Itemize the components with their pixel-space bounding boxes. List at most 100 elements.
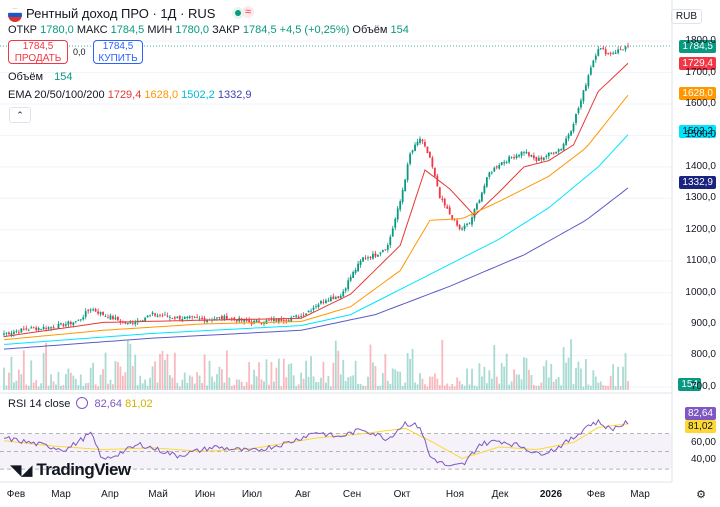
candle-body (396, 208, 399, 220)
time-tick-label: Ноя (445, 489, 465, 500)
candle-body (151, 312, 154, 315)
candle-body (263, 322, 265, 324)
sell-button[interactable]: 1784,5 ПРОДАТЬ (8, 40, 68, 64)
candle-body (419, 138, 421, 143)
volume-bar (250, 384, 253, 390)
time-tick-label: Дек (491, 489, 509, 500)
candle-body (372, 253, 374, 259)
volume-bar (77, 385, 80, 390)
currency-selector[interactable]: RUB (670, 9, 702, 24)
candle-body (468, 223, 471, 225)
settings-gear-icon[interactable]: ⚙ (696, 489, 706, 501)
volume-bar (329, 386, 332, 390)
refresh-icon[interactable] (76, 397, 89, 409)
candle-body (225, 315, 228, 320)
candle-body (27, 329, 30, 331)
ema-legend[interactable]: EMA 20/50/100/200 1729,4 1628,0 1502,2 1… (8, 89, 252, 101)
volume-bar (339, 374, 342, 390)
candle-body (602, 47, 605, 50)
candle-body (79, 319, 82, 321)
candle-body (513, 157, 515, 159)
candle-body (411, 150, 414, 153)
candle-body (498, 165, 501, 169)
buy-button[interactable]: 1784,5 КУПИТЬ (93, 40, 143, 64)
volume-bar (374, 366, 377, 390)
candle-body (223, 315, 226, 320)
volume-bar (481, 376, 483, 390)
volume-bar (528, 369, 530, 390)
volume-bar (520, 379, 523, 390)
candle-body (617, 49, 619, 53)
volume-bar (461, 384, 463, 390)
volume-bar (386, 380, 389, 390)
symbol-title[interactable]: Рентный доход ПРО · 1Д · RUS (26, 6, 216, 21)
volume-bar (567, 357, 570, 390)
volume-bar (282, 358, 285, 390)
candle-body (483, 185, 486, 194)
candle-body (485, 177, 488, 187)
collapse-legend-button[interactable]: ⌃ (9, 107, 31, 123)
volume-bar (550, 363, 553, 390)
volume-bar (287, 364, 290, 390)
candle-body (230, 318, 233, 319)
volume-bar (228, 377, 231, 390)
market-status-icon[interactable] (232, 7, 244, 19)
rsi-tick-label: 60,00 (690, 436, 716, 448)
volume-badge: 154 (678, 378, 701, 391)
rsi-legend[interactable]: RSI 14 close 82,64 81,02 (8, 397, 153, 410)
ema50-value: 1628,0 (144, 89, 179, 101)
rsi-tick-label: 40,00 (690, 454, 716, 466)
volume-bar (37, 386, 40, 390)
volume-bar (570, 339, 572, 390)
volume-bar (619, 386, 622, 390)
volume-bar (468, 384, 471, 390)
candle-body (391, 228, 394, 237)
time-tick-label: Июн (194, 489, 216, 500)
volume-bar (112, 384, 114, 390)
volume-bar (401, 385, 404, 390)
candle-body (25, 328, 28, 330)
candle-body (84, 311, 87, 317)
volume-bar (166, 354, 169, 390)
volume-bar (466, 368, 468, 390)
volume-bar (92, 362, 95, 390)
candle-body (421, 139, 424, 142)
candle-body (557, 149, 560, 152)
volume-bar (429, 376, 431, 390)
candle-body (280, 318, 283, 321)
candle-body (243, 319, 246, 322)
volume-bar (540, 382, 543, 390)
candle-body (510, 157, 513, 159)
volume-legend[interactable]: Объём 154 (8, 71, 72, 83)
price-tick-label: 1300,0 (685, 192, 716, 204)
volume-bar (243, 386, 246, 390)
tradingview-logo[interactable]: ◥◢ TradingView (10, 460, 131, 480)
candle-body (42, 327, 45, 330)
candle-body (537, 157, 540, 161)
volume-bar (188, 375, 191, 390)
candle-body (216, 317, 218, 319)
volume-bar (32, 382, 35, 390)
volume-bar (55, 384, 57, 390)
volume-bar (416, 384, 419, 390)
candle-body (107, 317, 109, 319)
candle-body (503, 162, 506, 164)
candle-body (379, 252, 382, 254)
volume-bar (535, 385, 538, 390)
volume-bar (277, 358, 280, 390)
volume-bar (577, 361, 580, 390)
candle-body (337, 296, 340, 298)
delayed-data-icon[interactable]: ≈ (242, 6, 255, 18)
candle-body (461, 228, 463, 230)
volume-bar (585, 359, 587, 390)
candle-body (384, 249, 387, 251)
volume-bar (178, 386, 181, 390)
volume-value: 154 (390, 24, 409, 36)
low-label: МИН (147, 24, 173, 36)
candle-body (221, 316, 223, 320)
volume-bar (547, 377, 550, 390)
candle-body (186, 316, 189, 318)
candle-body (35, 327, 38, 331)
volume-bar (17, 369, 20, 390)
